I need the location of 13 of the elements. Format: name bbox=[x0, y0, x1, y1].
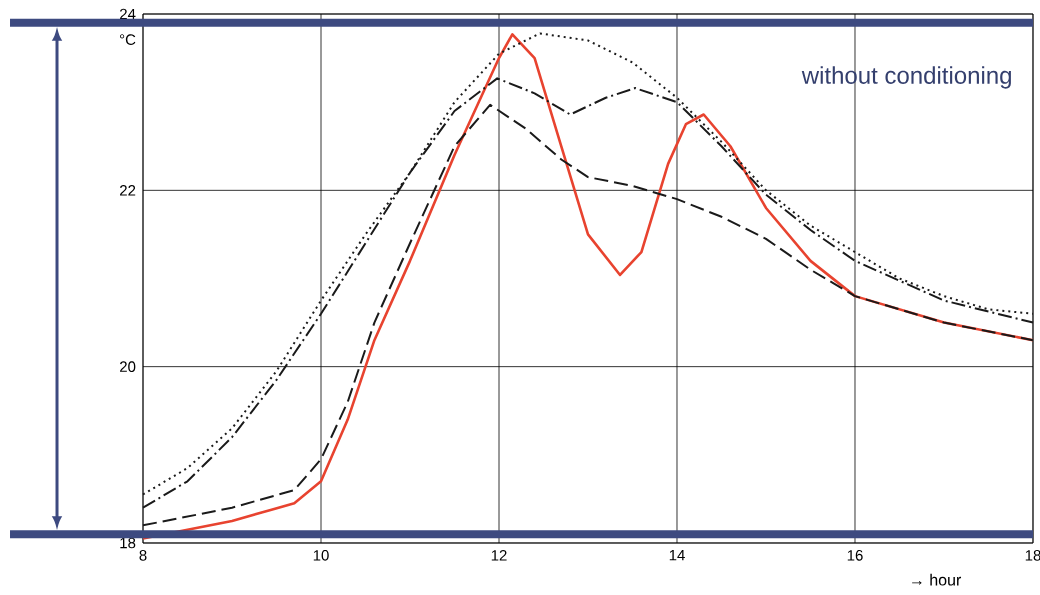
x-tick-label: 8 bbox=[139, 550, 147, 561]
y-tick-label: 18 bbox=[120, 537, 136, 549]
y-tick-label: 22 bbox=[120, 185, 136, 196]
y-axis-title: °C bbox=[119, 34, 136, 45]
x-tick-label: 18 bbox=[1025, 550, 1040, 561]
x-tick-label: 10 bbox=[313, 550, 329, 561]
x-tick-label: 14 bbox=[669, 550, 685, 561]
y-tick-label: 24 bbox=[120, 8, 136, 20]
x-axis-title: → hour bbox=[912, 573, 962, 586]
x-tick-label: 16 bbox=[847, 550, 863, 561]
x-tick-label: 12 bbox=[491, 550, 507, 561]
annotation: without conditioning bbox=[801, 66, 1011, 89]
y-tick-label: 20 bbox=[120, 361, 136, 372]
